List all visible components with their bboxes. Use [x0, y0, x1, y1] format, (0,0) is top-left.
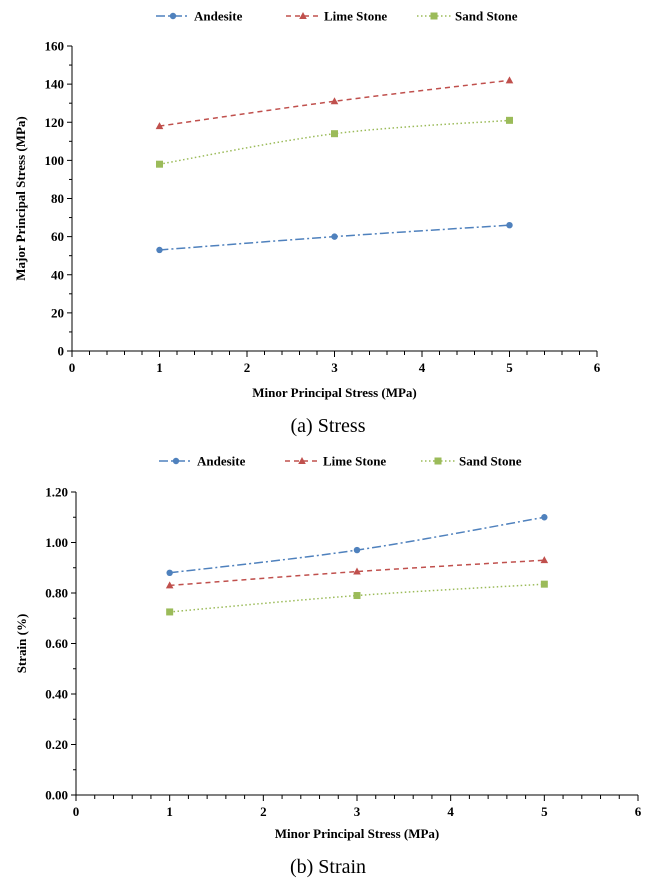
- y-tick-label: 0.60: [45, 636, 68, 651]
- legend-marker: [299, 12, 307, 19]
- x-tick-label: 3: [354, 804, 361, 819]
- axes: 0 20 40 60 80 100 120 140 160 0 1 2 3 4 5 6: [45, 39, 601, 376]
- series-lime-stone: [155, 76, 514, 130]
- chart-caption: (a) Stress: [291, 415, 366, 437]
- data-point: [540, 556, 549, 564]
- y-axis-title: Strain (%): [14, 614, 29, 674]
- legend: Andesite Lime Stone Sand Stone: [156, 9, 518, 24]
- data-point: [505, 76, 514, 84]
- legend-item: Lime Stone: [285, 454, 386, 469]
- legend-label: Andesite: [194, 9, 243, 24]
- legend: Andesite Lime Stone Sand Stone: [159, 454, 522, 469]
- x-tick-label: 4: [447, 804, 454, 819]
- y-tick-label: 100: [45, 153, 65, 168]
- x-tick-label: 0: [73, 804, 80, 819]
- y-tick-label: 160: [45, 39, 65, 54]
- x-tick-label: 0: [69, 360, 76, 375]
- y-tick-label: 0.80: [45, 586, 68, 601]
- series-lime-stone: [165, 556, 549, 589]
- legend-label: Sand Stone: [459, 454, 522, 469]
- legend-marker: [434, 457, 442, 465]
- y-tick-label: 0.20: [45, 737, 68, 752]
- x-tick-label: 3: [331, 360, 338, 375]
- legend-item: Andesite: [156, 9, 243, 24]
- y-axis-title: Major Principal Stress (MPa): [13, 116, 28, 281]
- x-axis-title: Minor Principal Stress (MPa): [275, 826, 440, 841]
- x-tick-label: 2: [260, 804, 267, 819]
- legend-marker: [430, 12, 438, 20]
- x-tick-label: 6: [594, 360, 601, 375]
- legend-label: Andesite: [197, 454, 246, 469]
- stress-chart: Andesite Lime Stone Sand Stone020406080100…: [13, 9, 601, 438]
- data-point: [330, 97, 339, 105]
- x-tick-label: 5: [506, 360, 513, 375]
- legend-marker: [169, 12, 177, 20]
- data-point: [541, 514, 548, 521]
- y-tick-label: 1.20: [45, 485, 68, 500]
- chart-caption: (b) Strain: [290, 856, 366, 878]
- x-tick-label: 1: [166, 804, 173, 819]
- y-tick-label: 60: [51, 229, 64, 244]
- series-andesite: [156, 221, 513, 254]
- y-tick-label: 0.00: [45, 788, 68, 803]
- data-point: [156, 246, 163, 254]
- data-point: [331, 130, 338, 138]
- y-tick-label: 20: [51, 305, 64, 320]
- legend-item: Sand Stone: [421, 454, 522, 469]
- y-tick-label: 0.40: [45, 687, 68, 702]
- data-point: [166, 608, 174, 616]
- y-tick-label: 40: [51, 267, 64, 282]
- series-line: [159, 119, 510, 165]
- stress-chart-panel: Andesite Lime Stone Sand Stone 0 20 40 60 80 100…: [0, 0, 656, 440]
- axes: 0.00 0.20 0.40 0.60 0.80 1.00 1.20 0 1 2 3 4 5 6: [45, 485, 642, 820]
- legend-item: Andesite: [159, 454, 246, 469]
- legend-item: Lime Stone: [286, 9, 387, 24]
- legend-label: Sand Stone: [455, 9, 518, 24]
- legend-marker: [298, 457, 306, 464]
- y-tick-label: 0: [58, 344, 65, 359]
- data-point: [506, 116, 513, 124]
- data-point: [353, 546, 361, 554]
- legend-marker: [172, 457, 180, 465]
- data-point: [166, 569, 173, 576]
- y-tick-label: 140: [45, 77, 65, 92]
- series-sand-stone: [166, 580, 548, 616]
- data-point: [540, 580, 548, 588]
- y-tick-label: 120: [45, 115, 65, 130]
- data-point: [506, 221, 513, 229]
- x-tick-label: 6: [635, 804, 642, 819]
- x-tick-label: 1: [156, 360, 163, 375]
- data-point: [331, 233, 338, 240]
- series-sand-stone: [156, 116, 513, 168]
- data-point: [155, 122, 164, 130]
- legend-label: Lime Stone: [323, 454, 386, 469]
- strain-chart: Andesite Lime Stone Sand Stone 0.00 0.20 0.40…: [14, 454, 642, 879]
- x-tick-label: 2: [244, 360, 251, 375]
- x-tick-label: 4: [419, 360, 426, 375]
- legend-item: Sand Stone: [417, 9, 518, 24]
- x-axis-title: Minor Principal Stress (MPa): [252, 385, 417, 400]
- data-point: [353, 592, 361, 600]
- y-tick-label: 80: [51, 191, 64, 206]
- series-andesite: [166, 514, 548, 576]
- x-tick-label: 5: [541, 804, 548, 819]
- legend-label: Lime Stone: [324, 9, 387, 24]
- y-tick-label: 1.00: [45, 535, 68, 550]
- data-point: [156, 160, 163, 168]
- data-point: [353, 567, 361, 575]
- strain-chart-panel: Andesite Lime Stone Sand Stone 0.00 0.20 0.40…: [0, 440, 656, 881]
- data-point: [165, 581, 174, 589]
- series-line: [169, 516, 545, 574]
